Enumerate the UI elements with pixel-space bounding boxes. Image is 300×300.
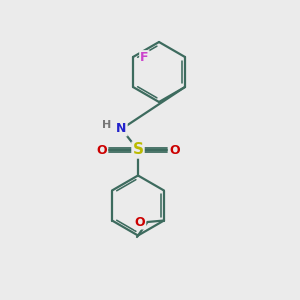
Text: O: O (169, 143, 180, 157)
Text: F: F (140, 51, 149, 64)
Text: S: S (133, 142, 143, 158)
Text: N: N (116, 122, 127, 136)
Text: O: O (96, 143, 107, 157)
Text: O: O (135, 215, 145, 229)
Text: H: H (103, 120, 112, 130)
